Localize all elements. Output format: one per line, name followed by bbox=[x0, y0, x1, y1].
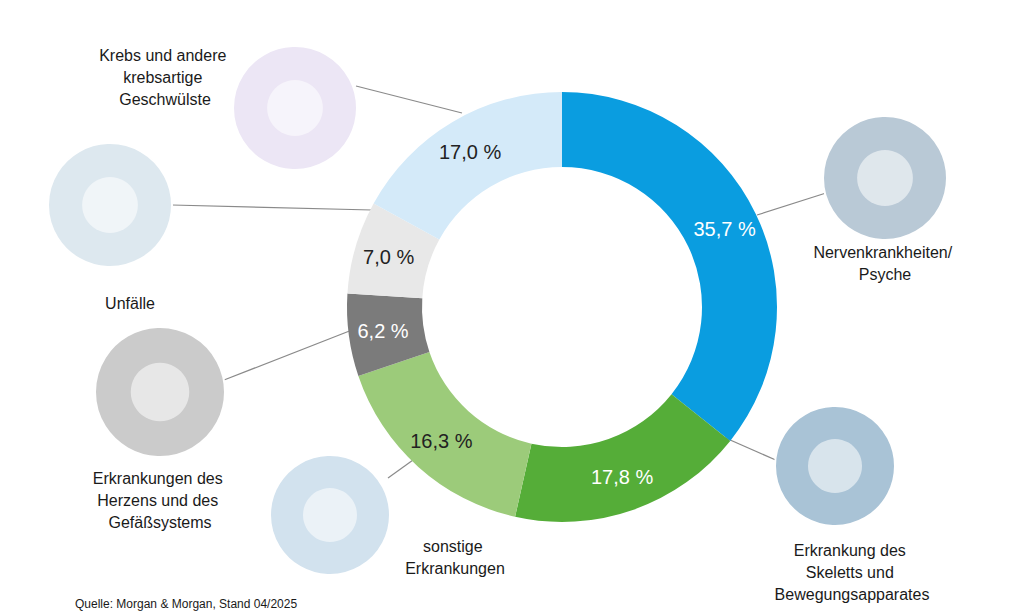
svg-text:Erkrankungen: Erkrankungen bbox=[405, 560, 505, 577]
svg-text:Erkrankungen des: Erkrankungen des bbox=[93, 470, 227, 487]
svg-text:Skeletts und: Skeletts und bbox=[806, 564, 899, 581]
svg-text:7,0 %: 7,0 % bbox=[363, 246, 414, 268]
svg-text:Gefäßsystems: Gefäßsystems bbox=[108, 514, 211, 531]
svg-text:sonstige: sonstige bbox=[423, 538, 487, 555]
svg-text:Psyche: Psyche bbox=[859, 266, 912, 283]
svg-text:35,7 %: 35,7 % bbox=[693, 218, 755, 240]
svg-text:krebsartige: krebsartige bbox=[123, 69, 207, 86]
svg-text:Erkrankung des: Erkrankung des bbox=[794, 542, 911, 559]
svg-text:17,0 %: 17,0 % bbox=[439, 141, 501, 163]
svg-text:Unfälle: Unfälle bbox=[105, 295, 155, 312]
svg-text:Bewegungsapparates: Bewegungsapparates bbox=[775, 586, 930, 603]
svg-text:Krebs und andere: Krebs und andere bbox=[99, 47, 231, 64]
svg-text:Geschwülste: Geschwülste bbox=[119, 91, 211, 108]
svg-text:Nervenkrankheiten/: Nervenkrankheiten/ bbox=[813, 244, 956, 261]
svg-text:Quelle: Morgan & Morgan, Stand: Quelle: Morgan & Morgan, Stand 04/2025 bbox=[75, 597, 297, 611]
svg-text:17,8 %: 17,8 % bbox=[591, 466, 653, 488]
svg-text:Herzens und des: Herzens und des bbox=[97, 492, 222, 509]
svg-text:6,2 %: 6,2 % bbox=[357, 320, 408, 342]
svg-text:16,3 %: 16,3 % bbox=[410, 430, 472, 452]
